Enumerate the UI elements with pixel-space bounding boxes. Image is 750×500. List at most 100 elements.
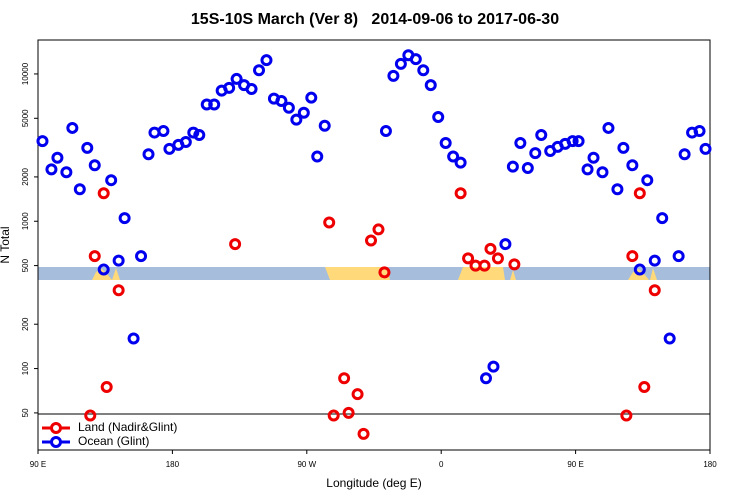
point [351,388,364,401]
point [514,136,527,149]
point [135,250,148,263]
point [656,212,669,225]
x-tick-label: 90 E [567,460,583,469]
land-band [325,267,390,280]
point [626,250,639,263]
point [323,216,336,229]
point [620,409,633,422]
point [506,160,519,173]
point [112,284,125,297]
y-tick-label: 5000 [21,109,30,127]
y-tick-label: 10000 [21,62,30,85]
point [97,187,110,200]
chart-title: 15S-10S March (Ver 8) 2014-09-06 to 2017… [191,11,559,28]
point [572,135,585,148]
point [357,427,370,440]
x-tick-label: 0 [439,460,444,469]
point [200,98,213,111]
point [454,187,467,200]
land-band [458,267,505,280]
point [193,129,206,142]
point [282,101,295,114]
point [499,238,512,251]
point [142,148,155,161]
point [484,242,497,255]
point [88,159,101,172]
point [338,372,351,385]
point [208,98,221,111]
x-tick-label: 180 [703,460,717,469]
y-tick-label: 1000 [21,212,30,230]
point [633,187,646,200]
point [626,159,639,172]
y-tick-label: 50 [21,408,30,417]
point [439,136,452,149]
point [100,380,113,393]
plot-frame [37,39,711,451]
legend-swatch-marker [50,422,62,434]
y-tick-label: 500 [21,258,30,272]
point [84,409,97,422]
point [394,57,407,70]
point [60,166,73,179]
point [487,360,500,373]
point [462,252,475,265]
point [596,166,609,179]
y-tick-label: 100 [21,361,30,375]
point [454,156,467,169]
point [508,258,521,271]
point [648,284,661,297]
point [417,64,430,77]
point [424,79,437,92]
land-band [112,268,120,280]
point [633,263,646,276]
y-tick-label: 2000 [21,167,30,185]
point [81,141,94,154]
point [311,150,324,163]
point [641,174,654,187]
point [638,380,651,393]
point [127,332,140,345]
point [318,119,331,132]
point [253,64,266,77]
legend-swatch-marker [50,436,62,448]
point [387,69,400,82]
point [148,126,161,139]
point [157,124,170,137]
point [97,263,110,276]
point [372,223,385,236]
point [672,250,685,263]
point [566,135,579,148]
point [447,150,460,163]
point [602,121,615,134]
point [521,161,534,174]
point [73,183,86,196]
point [365,234,378,247]
point [699,142,712,155]
point [187,126,200,139]
land-band [510,270,516,280]
point [678,148,691,161]
point [223,81,236,94]
point [45,163,58,176]
x-tick-label: 180 [166,460,180,469]
point [305,91,318,104]
point [529,147,542,160]
y-tick-label: 200 [21,317,30,331]
x-tick-label: 90 W [297,460,316,469]
point [693,124,706,137]
point [378,266,391,279]
point [327,409,340,422]
surface-band [38,267,710,280]
point [587,151,600,164]
point [260,54,273,67]
point [535,129,548,142]
point [105,174,118,187]
x-axis-label: Longitude (deg E) [326,476,421,490]
point [617,141,630,154]
point [491,252,504,265]
point [290,113,303,126]
point [379,124,392,137]
point [409,53,422,66]
point [611,183,624,196]
